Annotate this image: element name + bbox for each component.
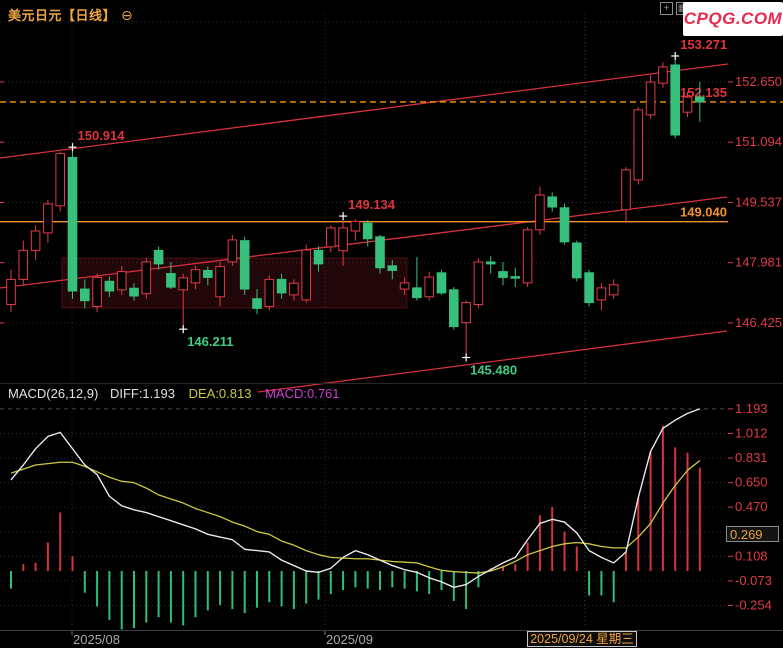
macd-indicator-header: MACD(26,12,9) DIFF:1.193 DEA:0.813 MACD:… — [8, 386, 340, 401]
dea-line — [10, 460, 701, 574]
candle-body — [436, 272, 447, 294]
candle-body — [522, 229, 533, 284]
candle-body — [461, 302, 471, 324]
diff-value-label: DIFF:1.193 — [109, 386, 175, 401]
candle-body — [473, 261, 484, 306]
candle-body — [166, 273, 176, 288]
macd-axis-label: 0.470 — [735, 499, 768, 514]
candle-body — [338, 227, 348, 252]
price-axis-label: 149.537 — [735, 194, 782, 209]
trendline — [257, 330, 728, 393]
candle-body — [596, 287, 607, 301]
site-logo-text: CPQG.COM — [683, 9, 783, 28]
trendline — [0, 63, 729, 159]
candle-body — [621, 169, 631, 211]
macd-axis-label: 0.831 — [735, 450, 768, 465]
candle-body — [178, 277, 188, 291]
candle-body — [559, 207, 570, 243]
candle-body — [276, 278, 287, 294]
candle-body — [30, 230, 41, 251]
support-line-label: 149.040 — [680, 205, 727, 220]
candle-body — [289, 282, 299, 296]
pivot-high-label: 153.271 — [680, 37, 727, 52]
pivot-low-label: 145.480 — [470, 362, 517, 377]
candle-body — [658, 66, 668, 84]
pivot-low-label: 146.211 — [187, 334, 233, 349]
candle-body — [375, 236, 385, 269]
candle-body — [608, 284, 619, 296]
candle-body — [215, 266, 225, 298]
candle-body — [362, 222, 373, 240]
candle-body — [116, 271, 127, 291]
candle-body — [449, 289, 459, 328]
pivot-high-label: 149.134 — [348, 197, 396, 212]
price-axis-label: 151.094 — [735, 134, 782, 149]
price-axis-label: 146.425 — [735, 315, 782, 330]
last-price-label: 152.135 — [680, 85, 727, 100]
candle-body — [80, 288, 90, 302]
candle-body — [55, 153, 66, 207]
candle-body — [153, 249, 164, 265]
candle-body — [141, 261, 152, 295]
symbol-period-label: 美元日元【日线】 — [8, 8, 117, 23]
candle-body — [6, 278, 16, 306]
candle-body — [682, 96, 693, 113]
macd-axis-label: 0.108 — [735, 548, 768, 563]
candle-body — [227, 239, 238, 263]
x-axis-label: 2025/09 — [326, 632, 373, 647]
candle-body — [695, 96, 705, 103]
candle-body — [43, 203, 53, 234]
collapse-pane-icon[interactable]: ⊖ — [121, 7, 134, 23]
candle-body — [203, 269, 213, 278]
macd-axis-label: -0.254 — [735, 598, 772, 613]
candle-body — [510, 276, 521, 279]
candle-body — [190, 269, 201, 284]
macd-axis-label: -0.073 — [735, 573, 772, 588]
candle-body — [572, 242, 582, 279]
candle-body — [498, 271, 508, 278]
candle-body — [399, 282, 410, 290]
candle-body — [313, 249, 324, 265]
crosshair-value-badge: 0.269 — [726, 526, 779, 542]
candle-body — [412, 287, 422, 299]
x-axis-label: 2025/08 — [73, 632, 120, 647]
candle-body — [326, 227, 336, 248]
macd-params-label: MACD(26,12,9) — [8, 386, 99, 401]
symbol-title: 美元日元【日线】 ⊖ — [8, 5, 133, 24]
pivot-high-label: 150.914 — [78, 128, 126, 143]
candle-body — [424, 276, 434, 298]
macd-axis-label: 0.650 — [735, 475, 768, 490]
candle-body — [633, 109, 644, 181]
candle-body — [264, 278, 275, 307]
price-axis-label: 152.650 — [735, 74, 782, 89]
candle-body — [18, 249, 29, 280]
candle-body — [350, 220, 361, 232]
macd-axis-label: 1.193 — [735, 401, 768, 416]
dea-value-label: DEA:0.813 — [188, 386, 252, 401]
candle-body — [670, 64, 681, 136]
price-axis-label: 147.981 — [735, 255, 782, 270]
site-logo: CPQG.COM — [683, 2, 783, 36]
candle-body — [252, 298, 262, 309]
candle-body — [584, 272, 594, 304]
candle-body — [387, 265, 398, 271]
candle-body — [129, 287, 139, 297]
candle-body — [301, 249, 311, 301]
diff-line — [10, 408, 701, 589]
candle-body — [67, 156, 78, 292]
macd-value-label: MACD:0.761 — [265, 386, 340, 401]
candle-body — [104, 280, 115, 292]
macd-axis-label: 1.012 — [735, 425, 768, 440]
candle-body — [535, 194, 545, 231]
candle-body — [547, 196, 558, 208]
crosshair-icon[interactable]: + — [660, 2, 673, 15]
candle-body — [239, 240, 250, 290]
candle-body — [92, 276, 102, 307]
crosshair-date-badge: 2025/09/24 星期三 — [527, 631, 637, 647]
candle-body — [645, 81, 656, 116]
candle-body — [485, 261, 496, 265]
